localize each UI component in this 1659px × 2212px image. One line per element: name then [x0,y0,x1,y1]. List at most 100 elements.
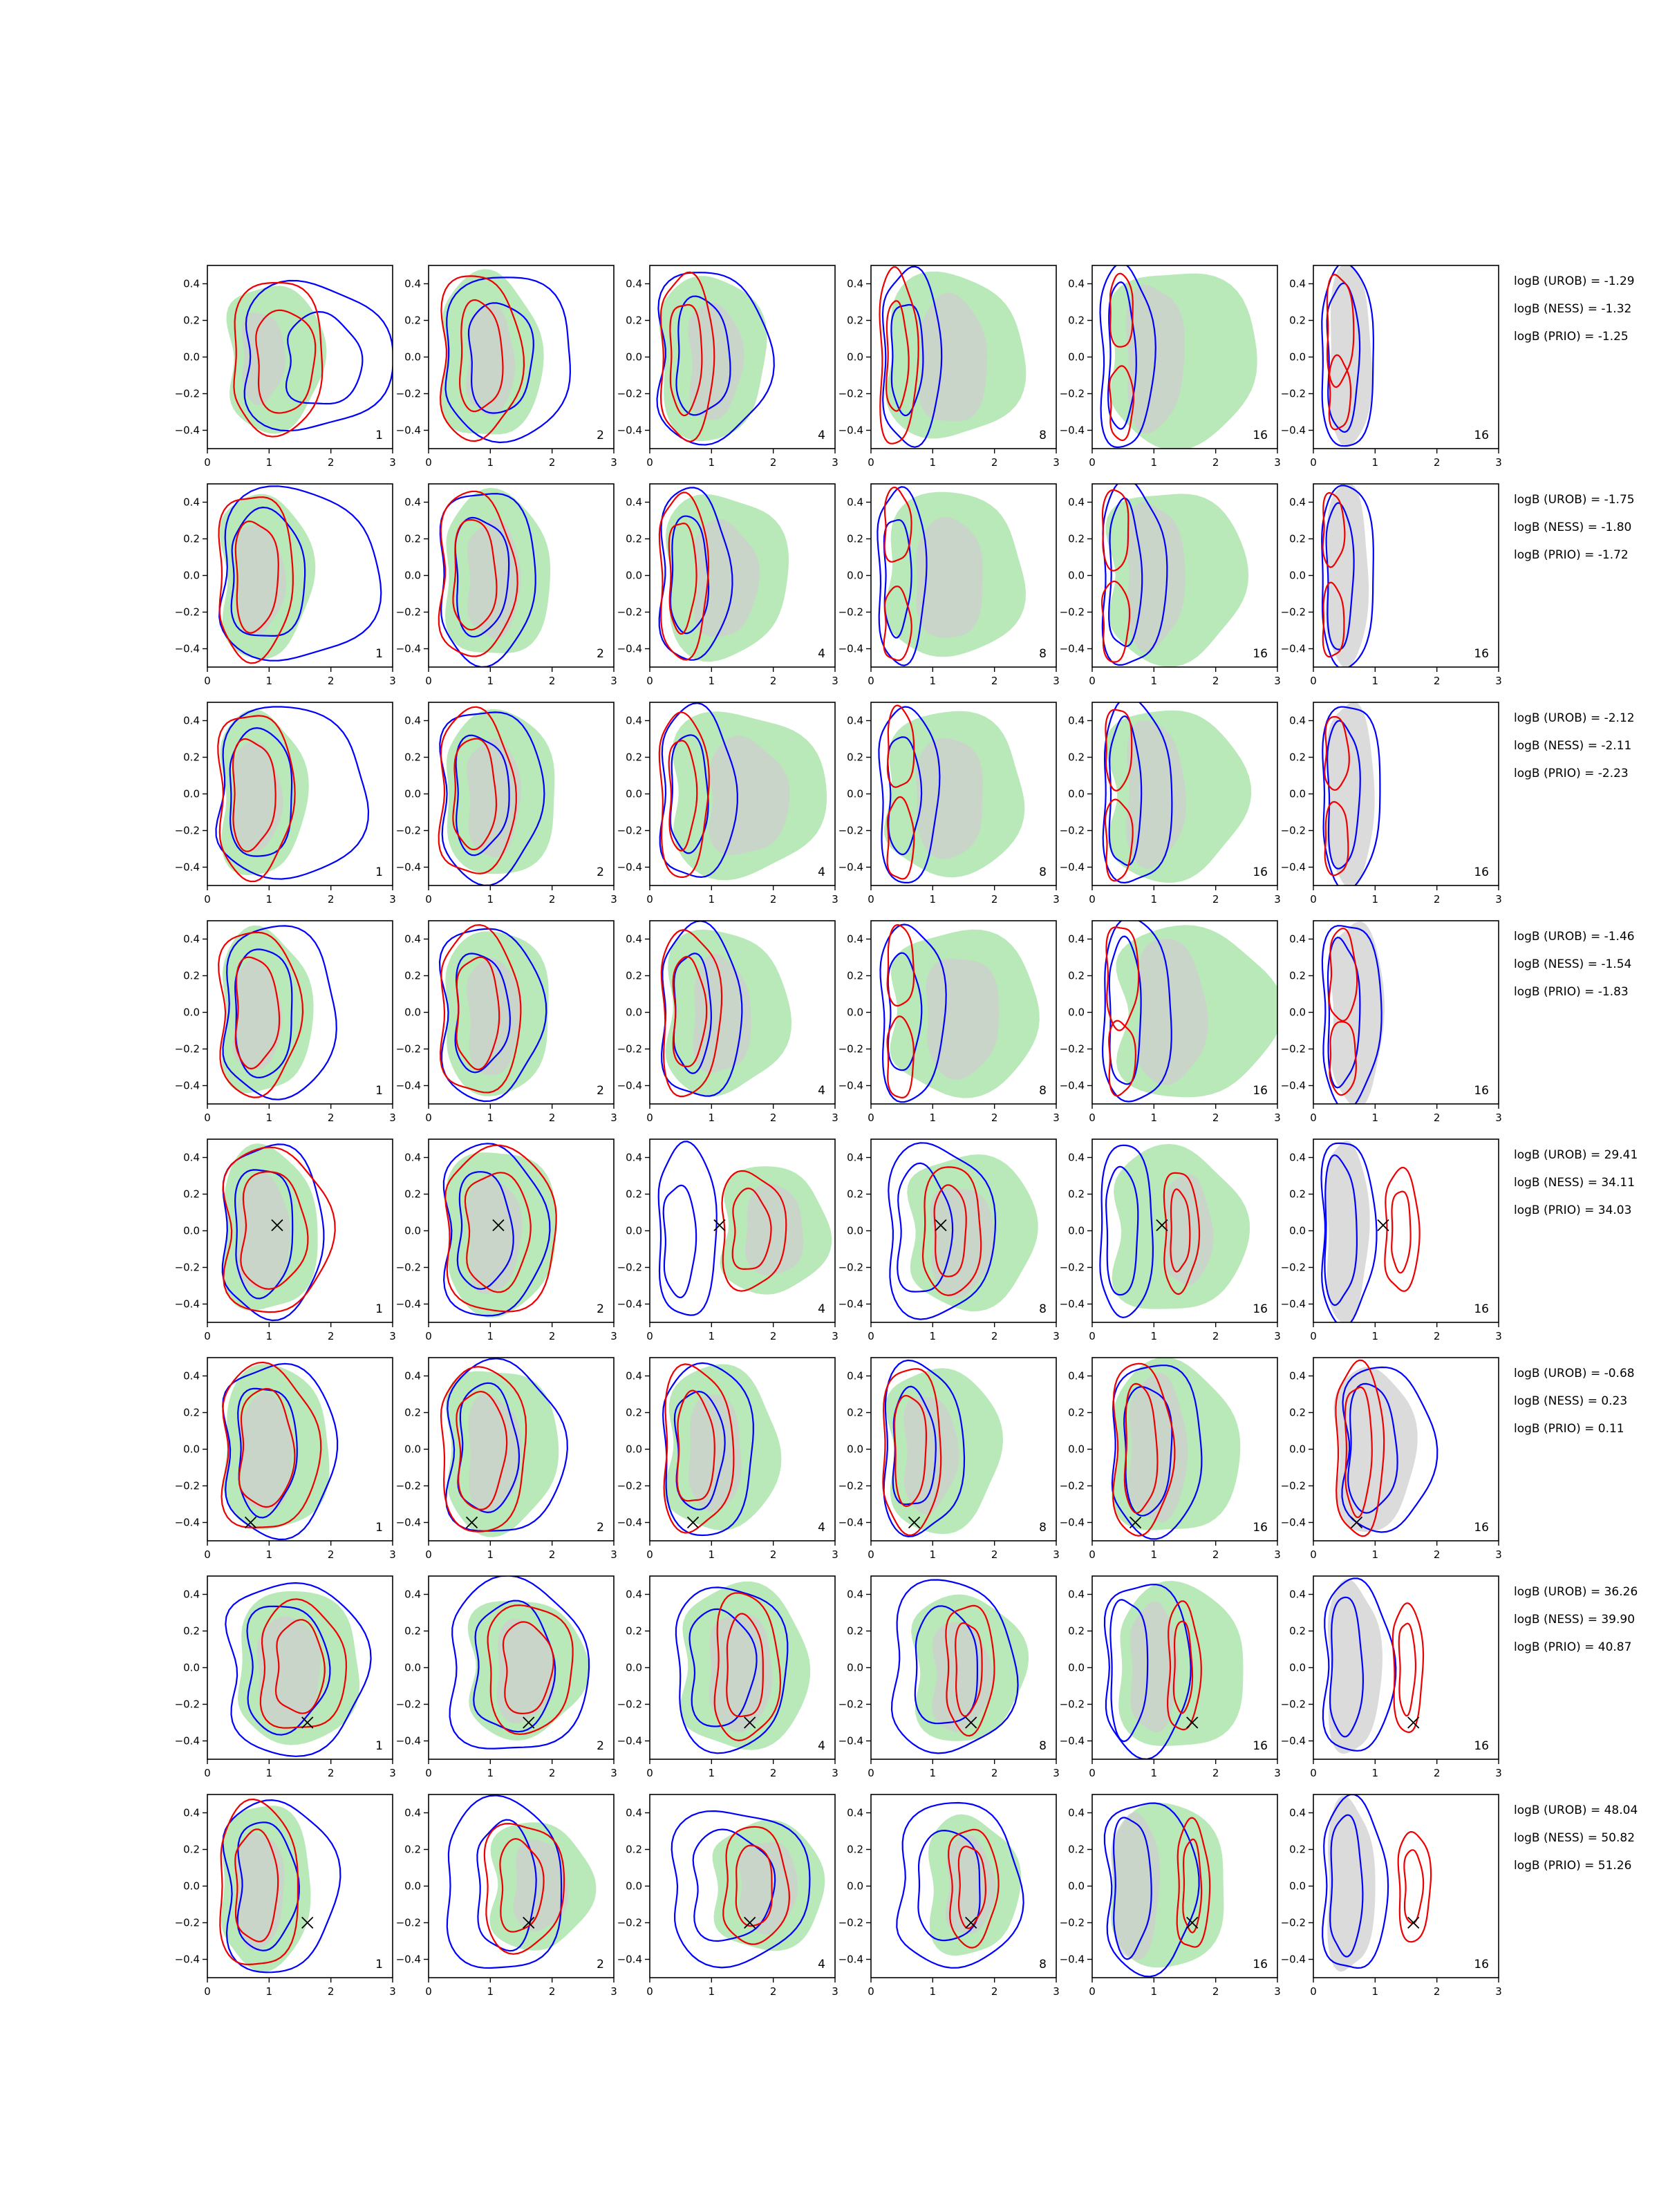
y-tick-label: 0.0 [404,1662,421,1674]
y-tick-label: 0.4 [183,715,200,727]
y-tick-label: 0.2 [1289,533,1306,545]
posterior-region-fill [916,516,983,638]
posterior-region-fill [1130,1601,1179,1733]
plot-area [218,925,337,1100]
x-tick-label: 3 [1274,1985,1281,1998]
logb-annotation: logB (NESS) = -1.54 [1514,957,1631,971]
blue-contour [1325,502,1355,650]
logb-annotation: logB (PRIO) = -1.72 [1514,548,1629,562]
y-tick-label: 0.4 [626,715,642,727]
x-tick-label: 2 [549,893,556,906]
x-tick-label: 1 [1372,1767,1379,1779]
y-tick-label: 0.2 [183,1188,200,1201]
y-tick-label: −0.2 [396,388,421,400]
x-tick-label: 3 [1495,1548,1502,1561]
y-tick-label: 0.2 [1289,1625,1306,1638]
posterior-region-fill [709,1614,772,1733]
blue-contour [669,515,710,635]
y-tick-label: −0.2 [1060,1262,1085,1274]
x-tick-label: 3 [389,893,396,906]
y-tick-label: −0.4 [1281,1517,1306,1529]
blue-contour [888,1142,997,1320]
y-tick-label: 0.2 [626,1407,642,1419]
true-value-marker [908,1516,921,1529]
blue-contour [1099,1144,1154,1319]
red-contour [274,1619,326,1714]
plot-area [658,702,827,881]
red-contour [1322,581,1345,658]
y-tick-label: 0.4 [404,715,421,727]
panel-r1-c6: 0 1 2 3 0.4 0.2 0.0 −0.2 −0.4 16 [1281,265,1502,469]
x-tick-label: 1 [1151,893,1158,906]
blue-contour [1112,1817,1152,1960]
blue-contour [439,711,545,885]
red-contour [1324,715,1350,791]
posterior-region-fill [466,303,516,416]
plot-area [675,1581,811,1754]
y-tick-label: 0.4 [626,1588,642,1601]
red-contour [217,715,296,883]
plot-area [1321,265,1375,448]
y-tick-label: −0.4 [396,643,421,655]
y-tick-label: −0.2 [175,825,200,837]
blue-contour [455,734,510,856]
x-tick-label: 3 [1274,1767,1281,1779]
y-tick-label: 0.4 [847,278,863,290]
panel-corner-label: 16 [1474,865,1489,879]
y-tick-label: 0.2 [183,1407,200,1419]
x-tick-label: 1 [709,1767,715,1779]
panel-r3-c2: 0 1 2 3 0.4 0.2 0.0 −0.2 −0.4 2 [396,702,617,906]
y-tick-label: 0.4 [404,1370,421,1382]
red-contour [1344,1386,1373,1519]
panel-corner-label: 4 [818,1521,825,1535]
plot-area [882,1359,1004,1538]
red-contour [955,1622,983,1717]
blue-contour [442,1143,551,1317]
red-contour [945,1604,995,1737]
blue-contour [1105,1165,1139,1296]
plot-area [656,271,775,446]
x-tick-label: 2 [328,1112,335,1124]
posterior-region-fill [468,1393,522,1513]
plot-area [438,487,551,667]
panel-r6-c5: 0 1 2 3 0.4 0.2 0.0 −0.2 −0.4 16 [1060,1357,1281,1561]
x-tick-label: 1 [930,1330,937,1342]
red-contour [240,1171,309,1290]
blue-contour [1107,281,1137,430]
x-tick-label: 2 [1212,1985,1219,1998]
blue-contour [675,295,731,416]
logb-annotation: logB (PRIO) = 51.26 [1514,1859,1631,1873]
y-tick-label: −0.2 [1281,1262,1306,1274]
x-tick-label: 1 [1372,1548,1379,1561]
x-tick-label: 3 [1495,1112,1502,1124]
y-tick-label: −0.4 [1060,1517,1085,1529]
y-tick-label: 0.4 [183,1370,200,1382]
y-tick-label: 0.2 [404,970,421,982]
y-tick-label: 0.0 [404,1880,421,1893]
x-tick-label: 1 [266,1330,273,1342]
x-tick-label: 3 [832,1330,838,1342]
red-contour [1170,1188,1191,1273]
red-contour [1329,1020,1357,1096]
y-tick-label: −0.4 [396,424,421,437]
x-tick-label: 1 [1151,1985,1158,1998]
red-contour [676,1389,715,1502]
y-tick-label: 0.2 [626,970,642,982]
blue-contour [890,1579,1019,1754]
plot-area [221,1361,339,1541]
plot-area [879,924,1040,1103]
posterior-region-fill [709,735,790,855]
y-tick-label: 0.0 [404,788,421,800]
blue-contour [446,1794,563,1969]
y-tick-label: −0.4 [1281,861,1306,874]
y-tick-label: −0.2 [1281,825,1306,837]
true-value-marker [965,1916,977,1929]
x-tick-label: 3 [389,1330,396,1342]
x-tick-label: 0 [204,1548,211,1561]
x-tick-label: 3 [389,1767,396,1779]
true-value-marker [1407,1716,1420,1729]
x-tick-label: 2 [1212,1767,1219,1779]
x-tick-label: 0 [646,1112,653,1124]
x-tick-label: 0 [868,1330,874,1342]
blue-contour [222,1362,339,1541]
